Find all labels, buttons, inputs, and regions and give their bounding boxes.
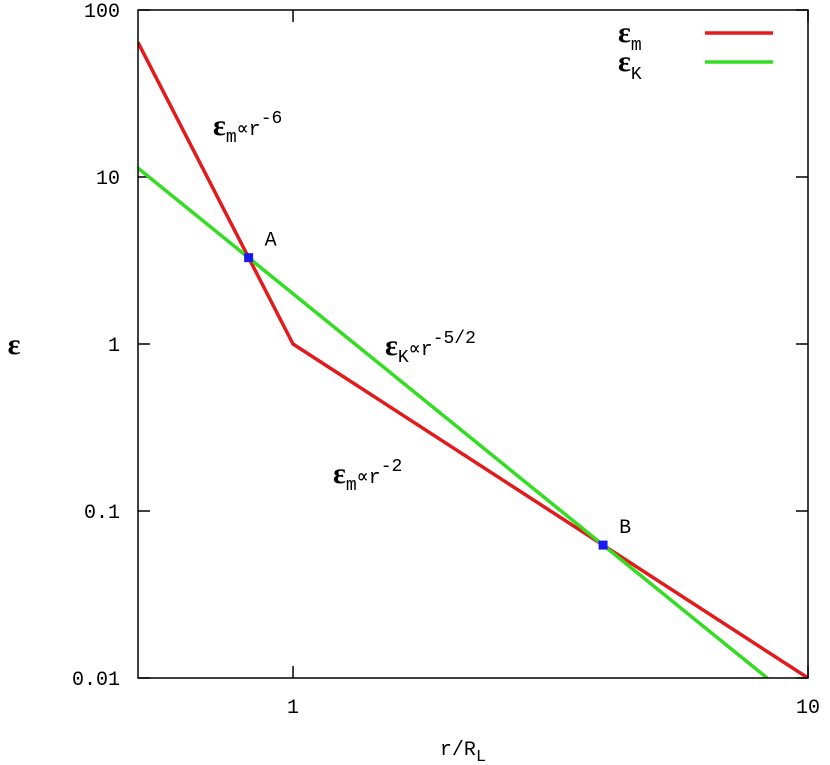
y-tick-label: 10: [96, 168, 120, 191]
annotation-symbol: ε: [213, 109, 226, 142]
annotation: εK∝r-5/2: [385, 329, 476, 368]
legend-subscript: m: [631, 36, 642, 56]
y-tick-label: 100: [84, 1, 120, 24]
y-tick-label: 1: [108, 335, 120, 358]
annotation-text: ∝r: [409, 339, 433, 362]
y-axis-label: ε: [8, 328, 21, 361]
y-tick-label: 0.01: [72, 669, 120, 692]
annotation: εm∝r-6: [213, 109, 282, 148]
point-marker: [598, 540, 608, 550]
annotation-text: ∝r: [237, 119, 261, 142]
point-marker: [244, 253, 254, 263]
x-tick-label: 1: [287, 697, 299, 720]
x-axis-label-main: r/R: [440, 739, 476, 762]
annotation-symbol: ε: [385, 329, 398, 362]
x-axis-label-sub: L: [476, 748, 486, 765]
annotation-text: ∝r: [357, 467, 381, 490]
legend-label: εm: [618, 16, 642, 56]
plot-frame: [137, 9, 809, 679]
x-tick-label: 10: [796, 697, 820, 720]
y-tick-label: 0.1: [84, 502, 120, 525]
annotation-symbol: ε: [333, 457, 346, 490]
point-label: B: [619, 517, 631, 540]
annotation-subscript: m: [346, 476, 357, 496]
legend-symbol: ε: [618, 16, 631, 49]
legend-symbol: ε: [618, 45, 631, 78]
annotation: εm∝r-2: [333, 457, 402, 496]
point-label: A: [265, 230, 277, 253]
annotation-superscript: -5/2: [433, 329, 476, 349]
legend-label: εK: [618, 45, 642, 85]
series-line: [138, 166, 769, 678]
series-line: [138, 41, 808, 678]
annotation-subscript: m: [226, 128, 237, 148]
x-axis-label: r/RL: [440, 739, 486, 765]
annotation-superscript: -6: [261, 109, 283, 129]
annotation-subscript: K: [398, 348, 409, 368]
legend-subscript: K: [631, 65, 642, 85]
annotation-superscript: -2: [381, 457, 403, 477]
